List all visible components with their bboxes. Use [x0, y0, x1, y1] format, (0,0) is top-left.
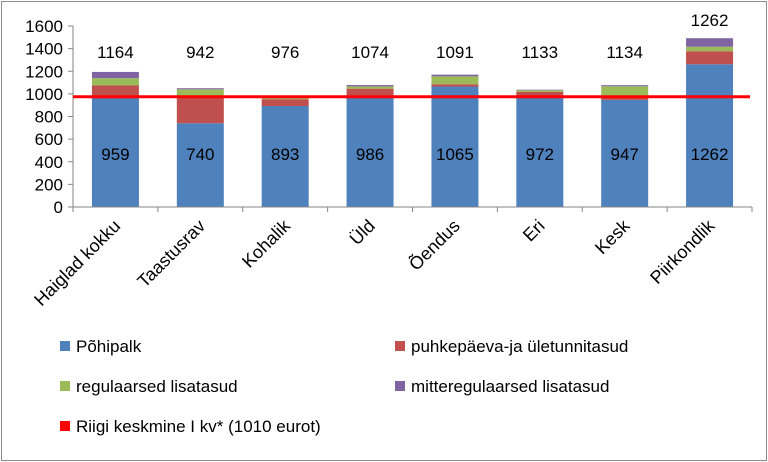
- bar-segment: [176, 96, 224, 124]
- base-value-label: 986: [356, 145, 384, 164]
- base-value-label: 972: [526, 145, 554, 164]
- y-tick-label: 600: [35, 130, 63, 149]
- x-category-label: Üld: [346, 216, 379, 249]
- legend-label: mitteregulaarsed lisatasud: [411, 377, 609, 396]
- legend-swatch: [395, 341, 405, 351]
- data-labels: 1164 959 942 740 976 893 1074 986 1091 1065 1133 97…: [97, 11, 728, 164]
- bar-segment: [261, 97, 309, 100]
- base-value-label: 959: [101, 145, 129, 164]
- bar-segment: [261, 105, 309, 207]
- bar-segment: [516, 97, 564, 207]
- legend-swatch: [60, 421, 70, 431]
- bar-segment: [516, 89, 564, 91]
- total-label: 1134: [606, 43, 643, 62]
- bar-segment: [601, 86, 649, 96]
- legend-swatch: [395, 381, 405, 391]
- total-label: 976: [271, 43, 299, 62]
- bar-segment: [601, 85, 649, 87]
- bar-segment: [346, 86, 394, 89]
- bar-segment: [91, 98, 139, 207]
- y-tick-label: 1400: [25, 40, 63, 59]
- bar-segment: [431, 74, 479, 77]
- total-label: 1262: [691, 11, 729, 30]
- bar-segment: [686, 38, 734, 47]
- x-category-label: Taastusrav: [133, 216, 209, 292]
- bar-segment: [516, 90, 564, 92]
- y-axis: 0 200 400 600 800 1000 1200 1400 1600: [25, 17, 74, 217]
- legend-label: Riigi keskmine I kv* (1010 eurot): [76, 417, 321, 436]
- base-value-label: 1262: [691, 145, 729, 164]
- legend-swatch: [60, 381, 70, 391]
- y-tick-label: 200: [35, 175, 63, 194]
- bar-segment: [686, 64, 734, 207]
- bar-segment: [431, 84, 479, 87]
- total-label: 1074: [351, 43, 389, 62]
- bar-segment: [516, 91, 564, 98]
- legend-swatch: [60, 341, 70, 351]
- x-category-label: Eri: [519, 216, 549, 246]
- legend-label: regulaarsed lisatasud: [76, 377, 238, 396]
- bar-segment: [346, 88, 394, 96]
- y-tick-label: 1600: [25, 17, 63, 36]
- bar-segment: [431, 76, 479, 85]
- y-tick-label: 1000: [25, 85, 63, 104]
- bar-segment: [346, 85, 394, 87]
- y-tick-label: 1200: [25, 62, 63, 81]
- total-label: 1133: [522, 43, 559, 62]
- bars: [91, 38, 734, 207]
- bar-segment: [346, 95, 394, 207]
- x-category-label: Õendus: [404, 215, 463, 274]
- total-label: 1164: [97, 43, 134, 62]
- bar-segment: [686, 51, 734, 65]
- x-category-label: Kesk: [591, 215, 634, 258]
- bar-segment: [601, 99, 649, 207]
- y-tick-label: 800: [35, 108, 63, 127]
- x-category-label: Haiglad kokku: [30, 216, 124, 310]
- bar-segment: [686, 46, 734, 52]
- base-value-label: 947: [611, 145, 639, 164]
- bar-segment: [261, 99, 309, 106]
- bar-segment: [176, 89, 224, 97]
- bar-segment: [91, 78, 139, 86]
- bar-segment: [91, 71, 139, 79]
- bar-segment: [176, 123, 224, 207]
- total-label: 942: [186, 43, 214, 62]
- x-category-label: Piirkondlik: [646, 215, 719, 288]
- bar-segment: [176, 88, 224, 90]
- x-category-label: Kohalik: [238, 215, 295, 272]
- x-axis: Haiglad kokku Taastusrav Kohalik Üld Õendus E…: [30, 206, 753, 310]
- base-value-label: 893: [271, 145, 299, 164]
- legend: Põhipalk puhkepäeva-ja ületunnitasud regul…: [60, 337, 628, 436]
- y-tick-label: 400: [35, 153, 63, 172]
- bar-segment: [431, 86, 479, 207]
- y-tick-label: 0: [54, 198, 63, 217]
- base-value-label: 1065: [436, 145, 474, 164]
- total-label: 1091: [436, 43, 474, 62]
- legend-label: puhkepäeva-ja ületunnitasud: [411, 337, 628, 356]
- base-value-label: 740: [186, 145, 214, 164]
- legend-label: Põhipalk: [76, 337, 142, 356]
